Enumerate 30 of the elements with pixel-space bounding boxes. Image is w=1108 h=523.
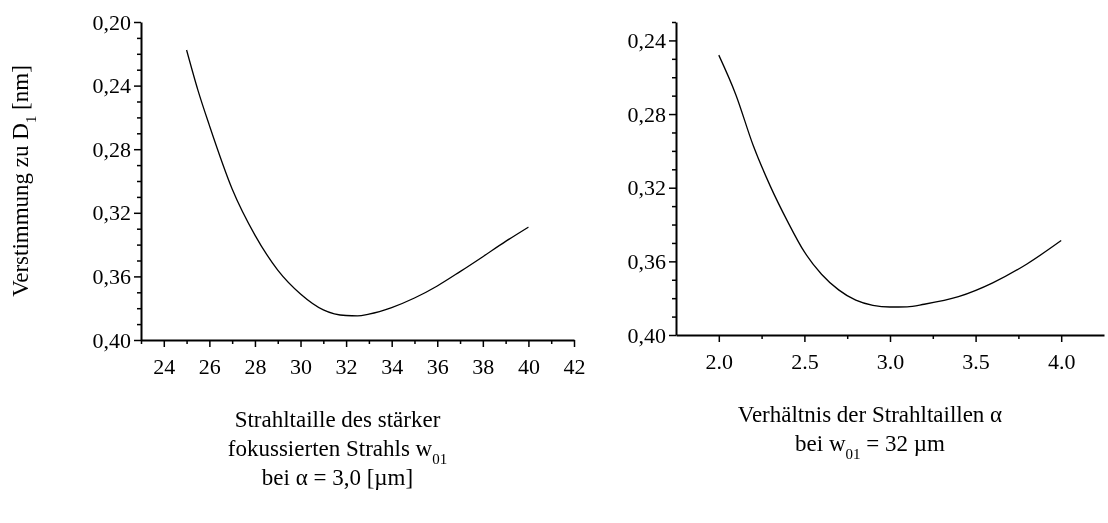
line-series [718,54,1062,308]
y-tick-label: 0,32 [92,200,131,226]
x-tick-label: 2.0 [705,349,734,375]
x-tick-label: 3.0 [876,349,905,375]
text: Strahltaille des stärker fokussierten Strahls w$_{01}$ bei α = 3,0 [µm] [227,407,448,490]
x-tick-label: 3.5 [962,349,990,375]
y-tick-label: 0,28 [92,136,131,162]
line-series [185,49,530,317]
y-tick-label: 0,36 [92,263,131,289]
x-tick-label: 32 [335,354,358,380]
x-tick-label: 38 [472,354,495,380]
x-tick-label: 34 [381,354,404,380]
y-tick-label: 0,40 [92,327,131,353]
x-tick-label: 40 [517,354,540,380]
y-tick-label: 0,24 [627,27,666,53]
y-tick-label: 0,20 [92,9,131,35]
y-tick-label: 0,40 [627,322,666,348]
x-tick-label: 4.0 [1047,349,1076,375]
x-tick-label: 24 [153,354,176,380]
x-tick-label: 42 [563,354,586,380]
y-tick-label: 0,32 [627,175,666,201]
x-tick-label: 28 [244,354,267,380]
y-tick-label: 0,28 [627,101,666,127]
x-tick-label: 26 [198,354,221,380]
y-tick-label: 0,24 [92,73,131,99]
x-tick-label: 30 [290,354,313,380]
x-axis-title: Verhältnis der Strahltaillen α bei w$_{01}$ = 32 µm [737,402,1003,462]
x-tick-label: 36 [426,354,449,380]
y-tick-label: 0,36 [627,248,666,274]
x-tick-label: 2.5 [791,349,819,375]
